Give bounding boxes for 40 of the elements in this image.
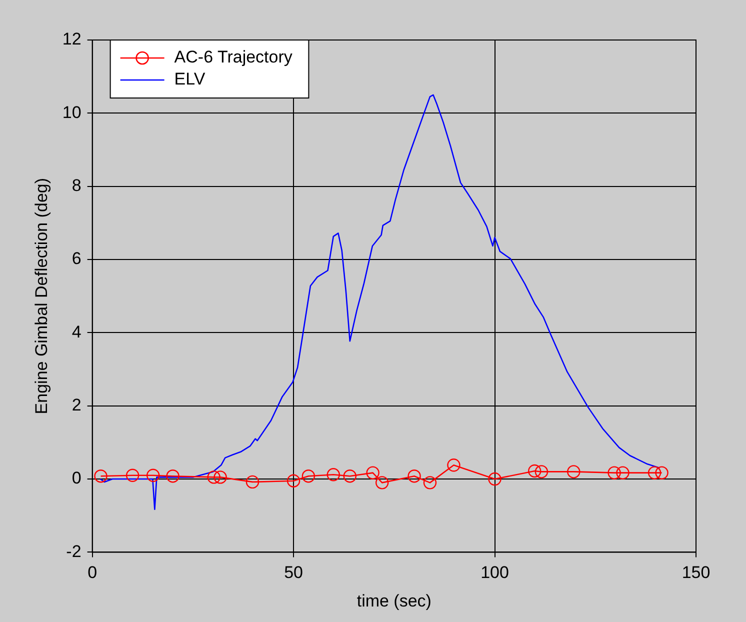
point: [286, 474, 300, 488]
point: [214, 470, 227, 484]
y-tick-label: 4: [72, 322, 82, 342]
point: [326, 468, 340, 482]
y-axis-title: Engine Gimbal Deflection (deg): [32, 178, 51, 414]
x-tick-label: 50: [284, 563, 303, 582]
point: [608, 466, 621, 480]
point: [528, 464, 542, 478]
point: [366, 466, 380, 480]
point: [648, 466, 662, 480]
point: [246, 475, 260, 489]
point: [207, 470, 220, 484]
y-tick-label: 6: [72, 249, 82, 268]
point: [423, 476, 437, 490]
point: [343, 470, 356, 483]
y-tick-label: 2: [72, 396, 82, 415]
point: [375, 476, 389, 490]
x-tick-label: 150: [682, 563, 710, 582]
x-tick-label: 100: [480, 563, 509, 582]
x-tick-label: 0: [88, 563, 98, 582]
y-tick-label: 0: [72, 468, 82, 488]
point: [408, 470, 421, 483]
point: [146, 468, 160, 482]
point: [488, 472, 502, 486]
y-tick-label: 12: [62, 30, 82, 49]
x-axis-title: time (sec): [356, 591, 432, 610]
point: [302, 470, 316, 483]
point: [447, 458, 460, 472]
point: [534, 465, 548, 478]
legend-label: ELV: [174, 70, 206, 89]
point: [166, 470, 180, 483]
y-tick-label: -2: [66, 542, 82, 561]
point: [94, 470, 108, 483]
point: [655, 466, 668, 480]
legend-label: AC-6 Trajectory: [174, 48, 293, 67]
point: [616, 466, 630, 480]
y-tick-label: 10: [62, 102, 82, 122]
y-tick-label: 8: [72, 176, 82, 196]
point: [126, 468, 140, 482]
point: [567, 465, 580, 478]
